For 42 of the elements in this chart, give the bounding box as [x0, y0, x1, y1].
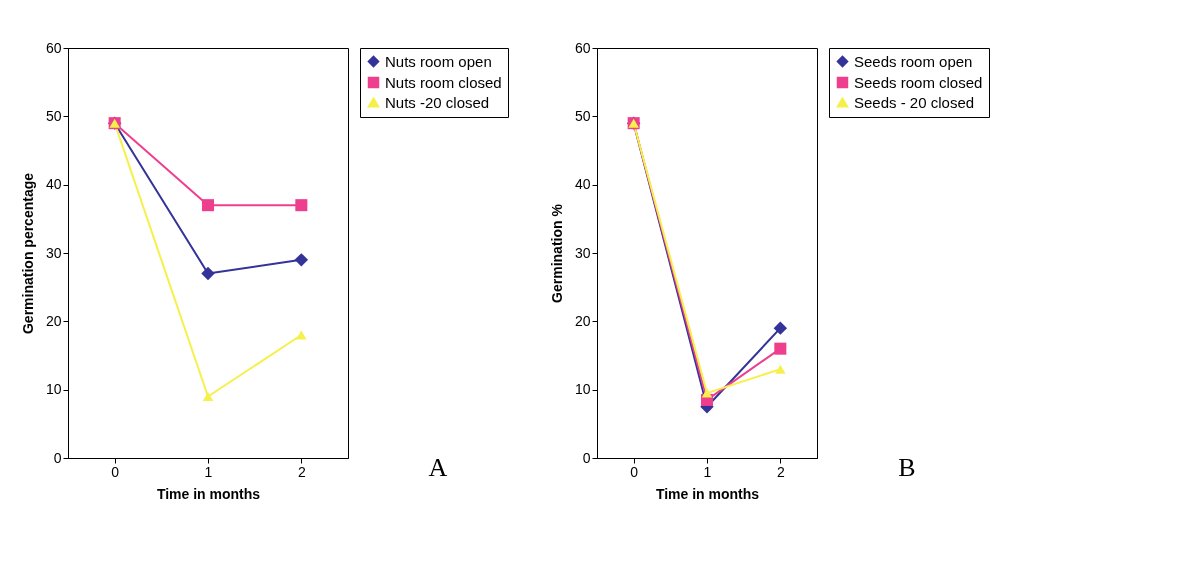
y-axis-title: Germination percentage — [19, 172, 36, 335]
point — [201, 266, 215, 281]
legend-label: Nuts room closed — [385, 73, 502, 91]
point — [773, 321, 788, 335]
legend-label: Nuts room open — [385, 52, 492, 70]
x-tick-label: 1 — [703, 463, 712, 480]
y-tick-label: 20 — [45, 312, 62, 329]
y-tick-label: 0 — [53, 449, 62, 466]
text: B — [898, 453, 916, 482]
legend-label: Seeds room open — [854, 52, 973, 70]
x-axis-title: Time in months — [655, 485, 760, 502]
y-tick-label: 50 — [45, 107, 62, 124]
x-tick-label: 1 — [204, 463, 213, 480]
y-tick-label: 40 — [45, 176, 62, 193]
y-tick-label: 60 — [574, 39, 591, 56]
x-tick-label: 2 — [297, 463, 306, 480]
y-tick-label: 30 — [45, 244, 62, 261]
y-tick-label: 0 — [582, 449, 591, 466]
x-axis-title: Time in months — [156, 485, 261, 502]
y-tick-label: 10 — [574, 381, 591, 398]
y-axis-title: Germination % — [548, 203, 565, 303]
point — [774, 342, 787, 355]
x-tick-label: 2 — [776, 463, 785, 480]
y-tick-label: 60 — [45, 39, 62, 56]
point — [775, 364, 786, 374]
x-tick-label: 0 — [111, 463, 120, 480]
x-tick-label: 0 — [630, 463, 639, 480]
legend-label: Seeds room closed — [854, 73, 983, 91]
point — [294, 253, 309, 267]
y-tick-label: 50 — [574, 107, 591, 124]
point — [701, 388, 713, 398]
point — [296, 330, 307, 340]
point — [295, 199, 308, 212]
y-tick-label: 40 — [574, 176, 591, 193]
legend-label: Nuts -20 closed — [385, 93, 490, 111]
text: A — [428, 453, 448, 482]
y-tick-label: 30 — [574, 244, 591, 261]
point — [201, 199, 215, 212]
y-tick-label: 20 — [574, 312, 591, 329]
legend-label: Seeds - 20 closed — [854, 93, 975, 111]
y-tick-label: 10 — [45, 381, 62, 398]
point — [202, 391, 214, 402]
